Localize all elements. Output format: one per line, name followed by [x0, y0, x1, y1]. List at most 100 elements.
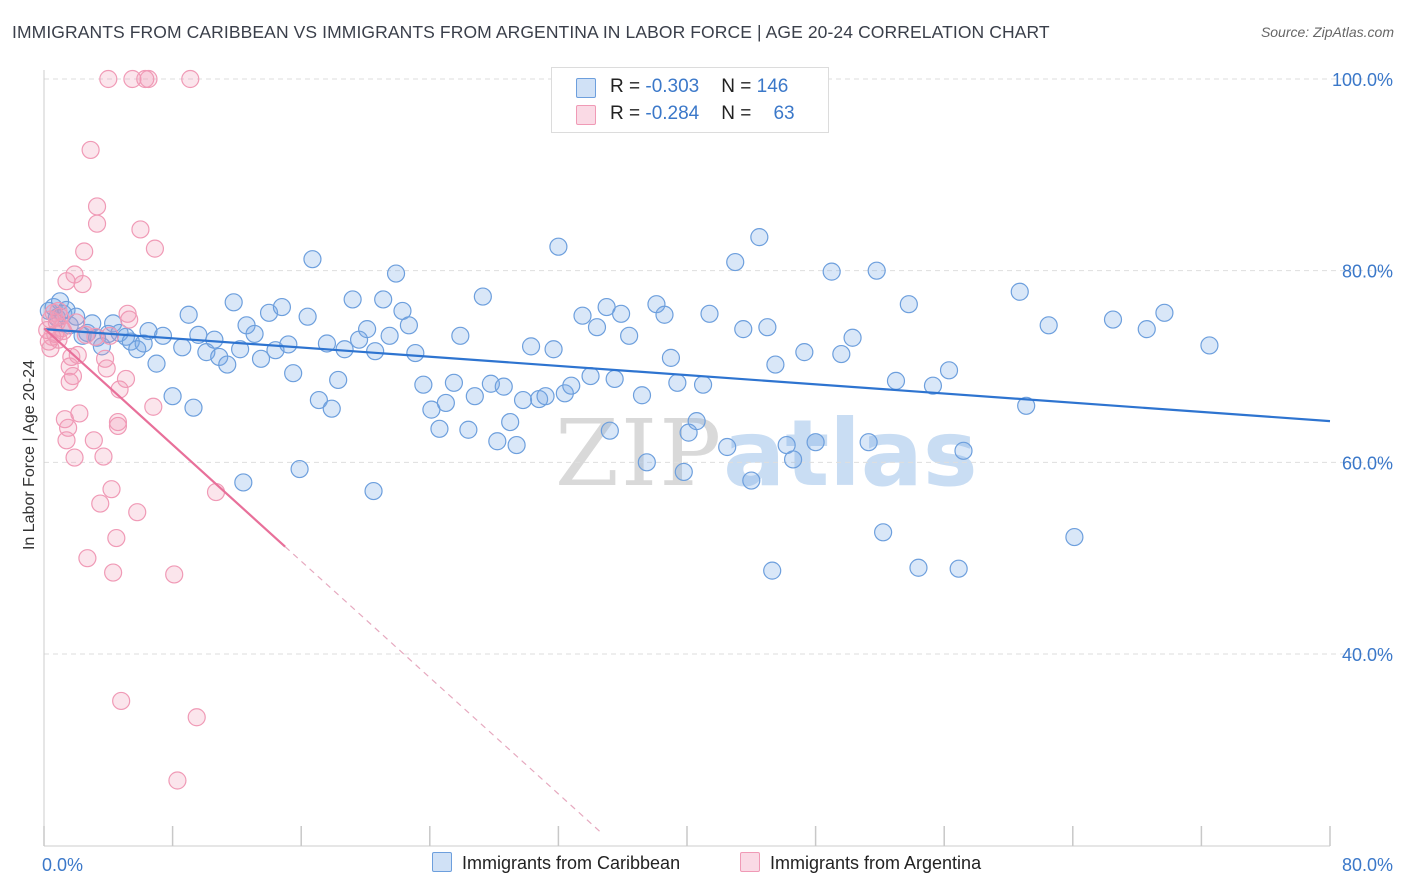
- trend-extension-argentina: [284, 546, 603, 834]
- chart-title: IMMIGRANTS FROM CARIBBEAN VS IMMIGRANTS …: [12, 22, 1050, 42]
- data-point-caribbean: [245, 324, 264, 344]
- data-point-caribbean: [954, 441, 973, 460]
- data-point-caribbean: [795, 343, 814, 362]
- data-point-argentina: [139, 69, 158, 89]
- data-point-caribbean: [661, 348, 681, 367]
- source-credit: Source: ZipAtlas.com: [1260, 24, 1394, 40]
- data-point-caribbean: [1137, 320, 1156, 339]
- legend-r-label: R =: [610, 103, 646, 124]
- y-tick-label: 40.0%: [1342, 645, 1393, 665]
- bottom-legend-label-caribbean: Immigrants from Caribbean: [462, 853, 681, 873]
- data-point-caribbean: [513, 390, 533, 410]
- data-point-argentina: [97, 359, 116, 378]
- data-point-argentina: [87, 214, 107, 233]
- legend-r-label: R =: [610, 76, 646, 97]
- data-point-caribbean: [783, 450, 803, 469]
- data-point-caribbean: [1017, 396, 1036, 415]
- data-point-caribbean: [909, 558, 928, 577]
- data-point-caribbean: [611, 304, 631, 323]
- data-point-caribbean: [399, 316, 419, 335]
- data-point-caribbean: [179, 305, 198, 324]
- data-point-caribbean: [451, 326, 470, 345]
- data-point-caribbean: [939, 361, 959, 380]
- data-point-caribbean: [718, 437, 737, 457]
- data-point-caribbean: [290, 459, 309, 479]
- data-point-caribbean: [750, 228, 769, 247]
- trend-line-caribbean: [43, 328, 1331, 423]
- data-point-argentina: [73, 274, 92, 294]
- bottom-legend-argentina: Immigrants from Argentina: [740, 852, 981, 874]
- data-point-caribbean: [358, 320, 377, 339]
- data-point-caribbean: [366, 342, 385, 361]
- data-point-caribbean: [693, 375, 713, 394]
- data-point-argentina: [102, 480, 121, 499]
- data-point-caribbean: [284, 364, 303, 383]
- data-point-argentina: [99, 69, 118, 89]
- data-point-caribbean: [763, 561, 782, 580]
- data-point-caribbean: [234, 473, 253, 492]
- data-point-caribbean: [587, 318, 607, 337]
- data-point-caribbean: [637, 453, 656, 472]
- data-point-caribbean: [231, 340, 250, 359]
- data-point-argentina: [108, 416, 128, 436]
- data-point-caribbean: [1065, 527, 1084, 547]
- data-point-caribbean: [766, 355, 785, 374]
- data-point-caribbean: [632, 386, 652, 405]
- data-point-caribbean: [1010, 282, 1029, 301]
- data-point-caribbean: [329, 370, 348, 390]
- data-point-caribbean: [605, 369, 624, 389]
- data-point-caribbean: [465, 387, 484, 406]
- data-point-argentina: [112, 691, 131, 711]
- data-point-caribbean: [173, 338, 192, 357]
- data-point-caribbean: [147, 354, 166, 373]
- data-point-argentina: [100, 326, 120, 345]
- data-point-caribbean: [886, 371, 906, 390]
- legend-n-value-argentina: 63: [773, 103, 795, 124]
- stats-legend: R = -0.303 N = 146 R = -0.284 N = 63: [551, 67, 829, 133]
- data-point-caribbean: [1155, 303, 1174, 322]
- data-point-caribbean: [923, 376, 943, 395]
- data-point-caribbean: [867, 261, 886, 280]
- legend-swatch-caribbean: [576, 78, 596, 98]
- data-point-argentina: [168, 771, 187, 790]
- data-point-argentina: [65, 448, 84, 467]
- data-point-caribbean: [655, 305, 674, 324]
- data-point-caribbean: [501, 412, 520, 432]
- data-point-caribbean: [620, 326, 639, 345]
- data-point-caribbean: [153, 326, 173, 345]
- data-point-argentina: [70, 404, 89, 423]
- bottom-legend-swatch-argentina: [740, 852, 760, 872]
- data-point-caribbean: [843, 328, 862, 347]
- data-point-caribbean: [380, 326, 399, 345]
- data-point-argentina: [84, 431, 103, 450]
- legend-n-value-caribbean: 146: [756, 76, 789, 97]
- data-point-argentina: [187, 708, 206, 727]
- y-tick-label: 60.0%: [1342, 453, 1393, 473]
- data-point-caribbean: [1103, 310, 1123, 329]
- data-point-caribbean: [184, 398, 203, 417]
- y-tick-label: 100.0%: [1332, 70, 1393, 90]
- data-point-caribbean: [581, 366, 600, 386]
- data-point-argentina: [87, 197, 107, 216]
- data-point-caribbean: [406, 343, 425, 363]
- bottom-legend-caribbean: Immigrants from Caribbean: [432, 852, 680, 874]
- data-point-argentina: [41, 339, 60, 358]
- data-point-argentina: [60, 372, 79, 391]
- data-point-caribbean: [806, 433, 825, 452]
- data-point-caribbean: [444, 373, 464, 392]
- data-point-caribbean: [734, 320, 753, 339]
- data-point-argentina: [75, 242, 94, 261]
- data-point-argentina: [165, 565, 184, 584]
- data-point-argentina: [91, 494, 110, 513]
- data-point-caribbean: [832, 344, 851, 364]
- data-point-caribbean: [436, 393, 455, 413]
- data-point-caribbean: [374, 290, 393, 309]
- data-point-caribbean: [549, 237, 568, 256]
- data-point-argentina: [78, 549, 97, 568]
- data-point-argentina: [81, 140, 100, 160]
- data-point-caribbean: [494, 377, 513, 396]
- data-point-argentina: [145, 239, 165, 258]
- data-point-caribbean: [949, 559, 968, 578]
- y-tick-label: 80.0%: [1342, 262, 1393, 282]
- data-point-caribbean: [899, 295, 918, 314]
